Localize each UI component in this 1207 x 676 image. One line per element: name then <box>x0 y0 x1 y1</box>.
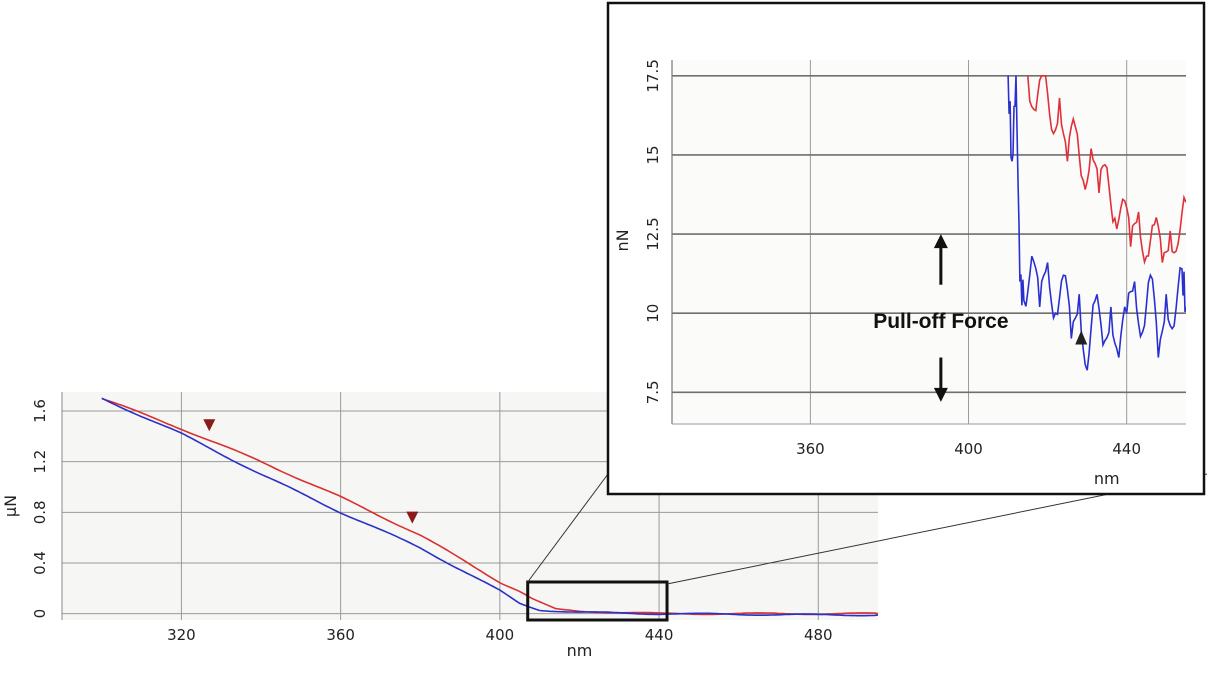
inset-y-tick-label: 15 <box>644 145 662 164</box>
main-y-tick-label: 0.4 <box>31 551 49 575</box>
main-y-tick-label: 1.2 <box>31 450 49 474</box>
inset-x-tick-label: 360 <box>796 440 825 458</box>
main-x-tick-label: 440 <box>645 626 674 644</box>
inset-plot-area <box>672 60 1186 424</box>
inset-series-line <box>1007 75 1186 371</box>
main-series-line <box>101 397 879 616</box>
inset-x-axis-label: nm <box>1094 469 1120 488</box>
inset-y-tick-label: 7.5 <box>644 380 662 404</box>
main-marker-triangle <box>203 419 216 432</box>
main-series-line <box>101 397 879 617</box>
main-y-tick-label: 0 <box>31 609 49 619</box>
main-x-tick-label: 400 <box>486 626 515 644</box>
main-marker-triangle <box>406 511 419 524</box>
zoom-connector-left <box>527 473 609 583</box>
inset-y-tick-label: 17.5 <box>644 59 662 92</box>
pull-off-force-label: Pull-off Force <box>873 310 1008 333</box>
inset-marker-triangle <box>1075 330 1088 345</box>
main-y-axis-label: µN <box>1 495 20 517</box>
zoom-region-box <box>526 580 669 622</box>
inset-x-tick-label: 440 <box>1112 440 1141 458</box>
inset-chart: 360 400 440 7.5 10 12.5 15 17.5 nm nN Pull-off For… <box>606 1 1206 496</box>
main-y-tick-label: 1.6 <box>31 399 49 423</box>
main-y-tick-label: 0.8 <box>31 500 49 524</box>
main-x-axis-label: nm <box>567 641 593 660</box>
pull-off-arrowhead-down <box>933 387 948 402</box>
pull-off-arrowhead-up <box>933 234 948 249</box>
inset-x-tick-label: 400 <box>954 440 983 458</box>
inset-y-tick-label: 10 <box>644 304 662 323</box>
inset-series-line <box>1027 75 1186 266</box>
main-x-tick-label: 320 <box>167 626 196 644</box>
inset-y-tick-label: 12.5 <box>644 217 662 250</box>
inset-y-axis-label: nN <box>613 229 632 251</box>
main-x-tick-label: 360 <box>326 626 355 644</box>
main-x-tick-label: 480 <box>804 626 833 644</box>
